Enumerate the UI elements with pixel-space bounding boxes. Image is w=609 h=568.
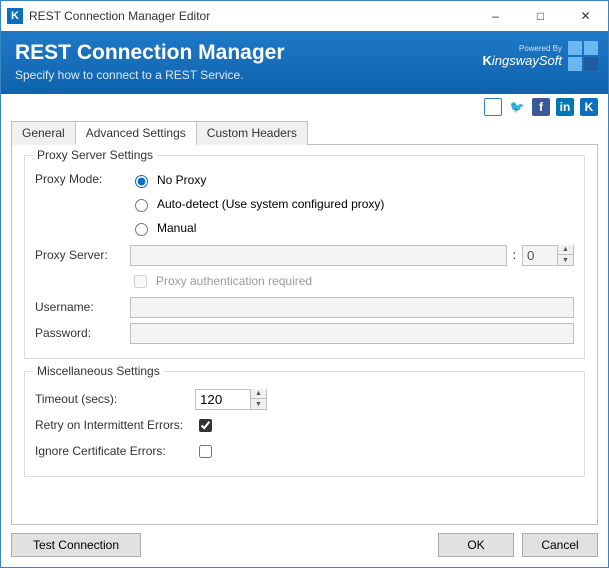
linkedin-icon[interactable]: in (556, 98, 574, 116)
tab-custom-headers[interactable]: Custom Headers (196, 121, 308, 145)
retry-checkbox[interactable] (199, 419, 212, 432)
brand-powered-by: Powered By (483, 44, 562, 53)
tab-row: General Advanced Settings Custom Headers (11, 121, 598, 145)
misc-group-legend: Miscellaneous Settings (33, 364, 164, 378)
proxy-port-spinner[interactable]: ▲▼ (522, 245, 574, 266)
test-connection-button[interactable]: Test Connection (11, 533, 141, 557)
timeout-spinner[interactable]: ▲▼ (195, 389, 267, 410)
app-icon: K (7, 8, 23, 24)
window-title: REST Connection Manager Editor (29, 9, 473, 23)
cancel-button[interactable]: Cancel (522, 533, 598, 557)
password-input[interactable] (130, 323, 574, 344)
spinner-down-icon[interactable]: ▼ (558, 255, 573, 265)
proxy-server-input[interactable] (130, 245, 507, 266)
brand-name-rest: ingswaySoft (492, 53, 562, 68)
spinner-up-icon[interactable]: ▲ (251, 389, 266, 399)
minimize-button[interactable]: – (473, 1, 518, 31)
proxy-auth-required-label: Proxy authentication required (156, 274, 312, 288)
proxy-server-label: Proxy Server: (35, 248, 130, 262)
proxy-auth-required-checkbox[interactable] (134, 275, 147, 288)
proxy-port-input[interactable] (523, 246, 557, 265)
brand-k: K (483, 53, 492, 68)
radio-auto-detect[interactable]: Auto-detect (Use system configured proxy… (130, 196, 384, 212)
proxy-mode-options: No Proxy Auto-detect (Use system configu… (130, 172, 384, 236)
tab-general[interactable]: General (11, 121, 76, 145)
titlebar: K REST Connection Manager Editor – □ ✕ (1, 1, 608, 31)
proxy-mode-label: Proxy Mode: (35, 172, 130, 186)
facebook-icon[interactable]: f (532, 98, 550, 116)
close-button[interactable]: ✕ (563, 1, 608, 31)
tab-advanced-settings[interactable]: Advanced Settings (75, 121, 197, 145)
brand-block: Powered By KingswaySoft (483, 41, 598, 71)
tab-panel-advanced: Proxy Server Settings Proxy Mode: No Pro… (11, 144, 598, 525)
radio-no-proxy[interactable]: No Proxy (130, 172, 384, 188)
misc-groupbox: Miscellaneous Settings Timeout (secs): ▲… (24, 371, 585, 477)
ignore-cert-label: Ignore Certificate Errors: (35, 444, 195, 458)
ignore-cert-checkbox[interactable] (199, 445, 212, 458)
timeout-arrows[interactable]: ▲▼ (250, 389, 266, 409)
twitter-icon[interactable]: 🐦 (508, 98, 526, 116)
proxy-port-separator: : (513, 248, 516, 262)
brand-logo-icon (568, 41, 598, 71)
username-input[interactable] (130, 297, 574, 318)
proxy-port-arrows[interactable]: ▲▼ (557, 245, 573, 265)
timeout-label: Timeout (secs): (35, 392, 195, 406)
spinner-down-icon[interactable]: ▼ (251, 399, 266, 409)
radio-manual-input[interactable] (135, 223, 148, 236)
app-icon-letter: K (11, 10, 19, 22)
radio-no-proxy-input[interactable] (135, 175, 148, 188)
radio-no-proxy-label: No Proxy (157, 173, 206, 187)
spinner-up-icon[interactable]: ▲ (558, 245, 573, 255)
header-banner: REST Connection Manager Specify how to c… (1, 31, 608, 94)
mail-icon[interactable]: ✉ (484, 98, 502, 116)
footer: Test Connection OK Cancel (1, 525, 608, 567)
radio-manual[interactable]: Manual (130, 220, 384, 236)
tabs-container: General Advanced Settings Custom Headers… (1, 120, 608, 525)
social-row: ✉ 🐦 f in K (1, 94, 608, 120)
ok-button[interactable]: OK (438, 533, 514, 557)
username-label: Username: (35, 300, 130, 314)
proxy-groupbox: Proxy Server Settings Proxy Mode: No Pro… (24, 155, 585, 359)
proxy-auth-required[interactable]: Proxy authentication required (130, 272, 312, 291)
proxy-group-legend: Proxy Server Settings (33, 148, 157, 162)
radio-auto-detect-input[interactable] (135, 199, 148, 212)
radio-auto-detect-label: Auto-detect (Use system configured proxy… (157, 197, 384, 211)
retry-label: Retry on Intermittent Errors: (35, 418, 195, 432)
timeout-input[interactable] (196, 390, 250, 409)
maximize-button[interactable]: □ (518, 1, 563, 31)
password-label: Password: (35, 326, 130, 340)
kingsway-icon[interactable]: K (580, 98, 598, 116)
brand-text: Powered By KingswaySoft (483, 44, 562, 68)
radio-manual-label: Manual (157, 221, 196, 235)
